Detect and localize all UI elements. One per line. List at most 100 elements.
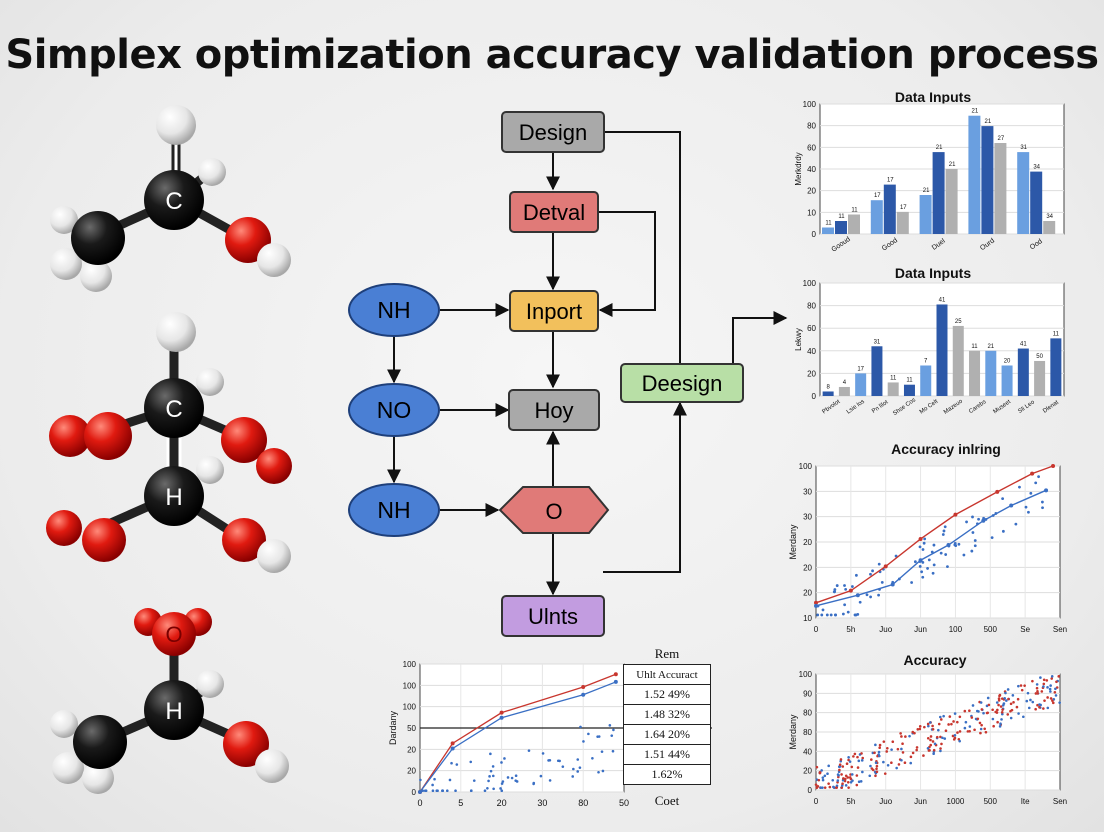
scatter-point xyxy=(837,773,840,777)
scatter-point xyxy=(877,750,881,754)
scatter-point xyxy=(909,761,913,765)
scatter-point xyxy=(997,703,1000,707)
y-tick-label: 50 xyxy=(407,724,416,733)
bar xyxy=(883,184,896,234)
scatter-point xyxy=(579,725,582,729)
scatter-point xyxy=(910,581,914,584)
bar-value-label: 17 xyxy=(857,366,864,372)
scatter-point xyxy=(548,779,552,782)
scatter-point xyxy=(915,748,918,752)
x-tick-label: 50 xyxy=(619,798,629,808)
scatter-point xyxy=(835,584,839,587)
scatter-chart-accuracy-inlring: Accuracy inlring Merdany 10 20 20 20 30 30 100 0 5… xyxy=(788,441,1067,634)
scatter-point xyxy=(814,783,818,786)
page-title: Simplex optimization accuracy validation… xyxy=(5,32,1099,78)
scatter-point xyxy=(875,767,878,771)
x-tick-label: Carebs xyxy=(968,399,987,415)
chart-title: Data Inputs xyxy=(895,89,971,105)
node-nh-1[interactable]: NH xyxy=(348,283,440,337)
node-inport[interactable]: Inport xyxy=(509,290,599,332)
scatter-point xyxy=(843,779,847,783)
y-tick-label: 0 xyxy=(808,786,813,795)
accuracy-table: Uhlt Accuract 1.52 49% 1.48 32% 1.64 20%… xyxy=(623,664,711,785)
scatter-point xyxy=(846,610,850,614)
scatter-point xyxy=(878,746,881,750)
scatter-point xyxy=(572,767,575,771)
scatter-point xyxy=(1042,707,1045,710)
scatter-point xyxy=(454,789,457,793)
node-detval[interactable]: Detval xyxy=(509,191,599,233)
y-tick-label: 20 xyxy=(807,369,816,378)
scatter-point xyxy=(896,747,900,751)
node-nh-2[interactable]: NH xyxy=(348,483,440,537)
node-label: Ulnts xyxy=(528,604,578,629)
scatter-point xyxy=(1001,703,1005,707)
scatter-point xyxy=(1057,675,1061,678)
scatter-point xyxy=(821,778,825,782)
scatter-point xyxy=(926,736,930,740)
scatter-point xyxy=(816,785,820,788)
scatter-point xyxy=(499,787,502,790)
y-tick-label: 20 xyxy=(807,187,816,196)
y-axis-label: Lekwy xyxy=(794,328,803,351)
scatter-point xyxy=(611,749,615,753)
node-design-top[interactable]: Design xyxy=(501,111,605,153)
scatter-point xyxy=(1046,686,1049,689)
scatter-point xyxy=(882,760,885,764)
bar xyxy=(870,200,883,234)
scatter-point xyxy=(1014,522,1018,526)
scatter-point xyxy=(816,613,820,617)
scatter-point xyxy=(503,757,506,760)
scatter-point xyxy=(985,711,989,715)
node-deesign[interactable]: Deesign xyxy=(620,363,744,403)
series-point xyxy=(418,790,422,794)
scatter-point xyxy=(956,720,959,724)
scatter-point xyxy=(931,724,934,728)
x-tick-label: Good xyxy=(881,237,899,253)
y-tick-label: 20 xyxy=(803,589,812,598)
scatter-point xyxy=(571,775,575,778)
node-ulnts[interactable]: Ulnts xyxy=(501,595,605,637)
scatter-point xyxy=(997,697,1001,700)
scatter-point xyxy=(561,765,565,768)
scatter-point xyxy=(1019,684,1023,687)
scatter-point xyxy=(921,560,925,564)
scatter-point xyxy=(1027,706,1031,710)
x-tick-label: Mazeuo xyxy=(943,398,964,416)
node-no[interactable]: NO xyxy=(348,383,440,437)
edge-deesign-charts xyxy=(732,311,788,364)
scatter-point xyxy=(875,770,879,774)
bar xyxy=(952,325,964,396)
x-tick-label: Se xyxy=(1020,625,1030,634)
scatter-point xyxy=(819,786,823,789)
x-tick-label: 20 xyxy=(497,798,507,808)
scatter-point xyxy=(991,717,995,721)
scatter-point xyxy=(886,746,889,750)
scatter-point xyxy=(939,718,943,721)
node-o-hexagon[interactable]: O xyxy=(498,486,610,534)
scatter-point xyxy=(1034,481,1038,485)
scatter-point xyxy=(855,774,859,777)
scatter-point xyxy=(847,786,850,789)
x-tick-label: 80 xyxy=(578,798,588,808)
bar xyxy=(1050,338,1062,396)
scatter-point xyxy=(931,740,935,743)
bar-value-label: 21 xyxy=(985,119,992,125)
node-hoy[interactable]: Hoy xyxy=(508,389,600,431)
scatter-point xyxy=(986,696,990,700)
scatter-point xyxy=(1049,690,1052,693)
scatter-point xyxy=(852,755,855,758)
scatter-point xyxy=(942,529,946,533)
scatter-point xyxy=(944,729,948,733)
scatter-point xyxy=(861,756,865,760)
scatter-point xyxy=(941,736,944,740)
scatter-point xyxy=(1046,706,1050,710)
bar-value-label: 11 xyxy=(825,221,832,227)
x-tick-label: 0 xyxy=(814,797,819,806)
scatter-point xyxy=(953,712,957,715)
scatter-point xyxy=(433,777,436,781)
series-point xyxy=(890,582,895,587)
atom-label: H xyxy=(165,484,182,511)
